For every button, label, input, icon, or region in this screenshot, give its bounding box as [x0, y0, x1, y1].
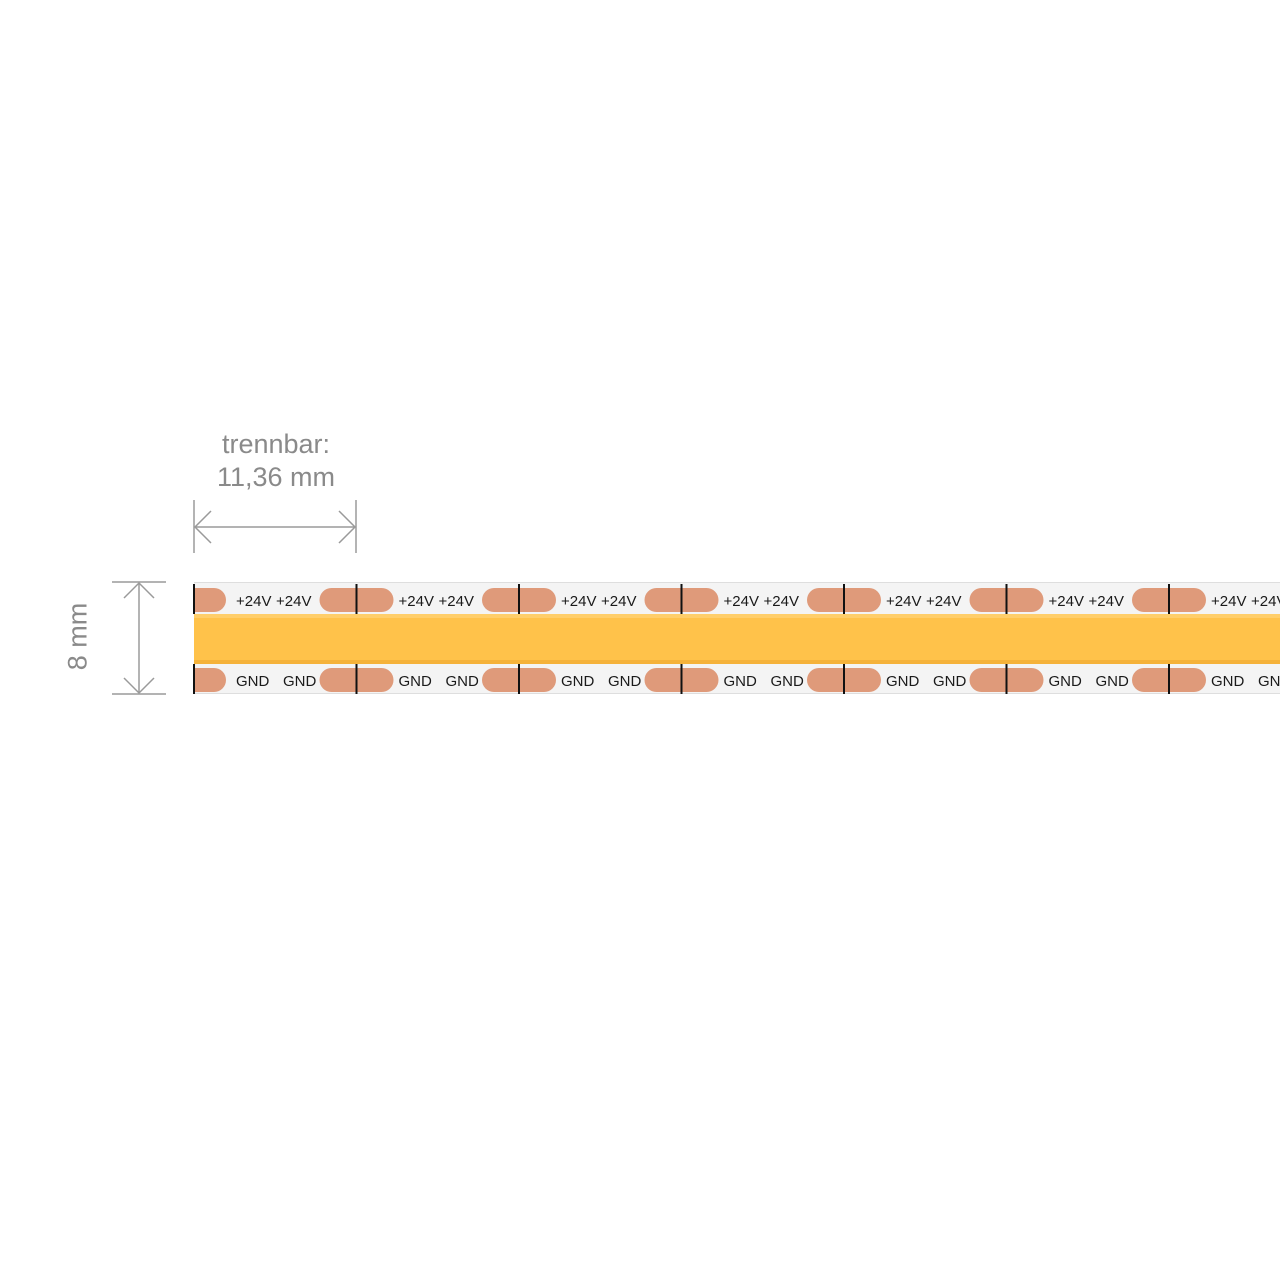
- cut-interval-label: trennbar: 11,36 mm: [176, 428, 376, 494]
- pad-label-ground: GND: [771, 673, 805, 690]
- arrow-down-icon: [123, 677, 155, 695]
- pad-label-positive: +24V: [1049, 593, 1084, 610]
- pad-label-positive: +24V: [764, 593, 799, 610]
- pad-label-ground: GND: [399, 673, 433, 690]
- pad-label-positive: +24V: [1211, 593, 1246, 610]
- pad-label-ground: GND: [933, 673, 967, 690]
- arrow-left-icon: [193, 510, 212, 544]
- pad-label-positive: +24V: [724, 593, 759, 610]
- pad-label-positive: +24V: [439, 593, 474, 610]
- pad-label-ground: GND: [886, 673, 920, 690]
- pad-label-ground: GND: [1211, 673, 1245, 690]
- pad-label-positive: +24V: [561, 593, 596, 610]
- pad-label-positive: +24V: [601, 593, 636, 610]
- strip-width-dimension: [112, 581, 166, 695]
- cob-phosphor-band: [194, 614, 1280, 664]
- cut-interval-dimension: [193, 500, 357, 553]
- arrow-up-icon: [123, 581, 155, 599]
- pad-label-ground: GND: [561, 673, 595, 690]
- pad-label-ground: GND: [1096, 673, 1130, 690]
- pad-label-ground: GND: [608, 673, 642, 690]
- pad-label-ground: GND: [1258, 673, 1280, 690]
- pad-label-ground: GND: [724, 673, 758, 690]
- solder-pad-bottom: [194, 668, 226, 692]
- cut-interval-label-line2: 11,36 mm: [216, 462, 336, 492]
- pad-label-positive: +24V: [1251, 593, 1280, 610]
- pad-label-ground: GND: [283, 673, 317, 690]
- pad-label-positive: +24V: [886, 593, 921, 610]
- pad-label-positive: +24V: [399, 593, 434, 610]
- pad-label-positive: +24V: [926, 593, 961, 610]
- arrow-right-icon: [338, 510, 357, 544]
- pad-label-positive: +24V: [276, 593, 311, 610]
- pad-label-ground: GND: [446, 673, 480, 690]
- pad-label-positive: +24V: [236, 593, 271, 610]
- pad-label-positive: +24V: [1089, 593, 1124, 610]
- pad-label-ground: GND: [1049, 673, 1083, 690]
- cut-interval-label-line1: trennbar:: [221, 429, 331, 459]
- solder-pad-top: [194, 588, 226, 612]
- strip-segments: +24V +24V GND GND +24V +24V GND GND +24V +24V GND G…: [193, 584, 1280, 694]
- pad-label-ground: GND: [236, 673, 270, 690]
